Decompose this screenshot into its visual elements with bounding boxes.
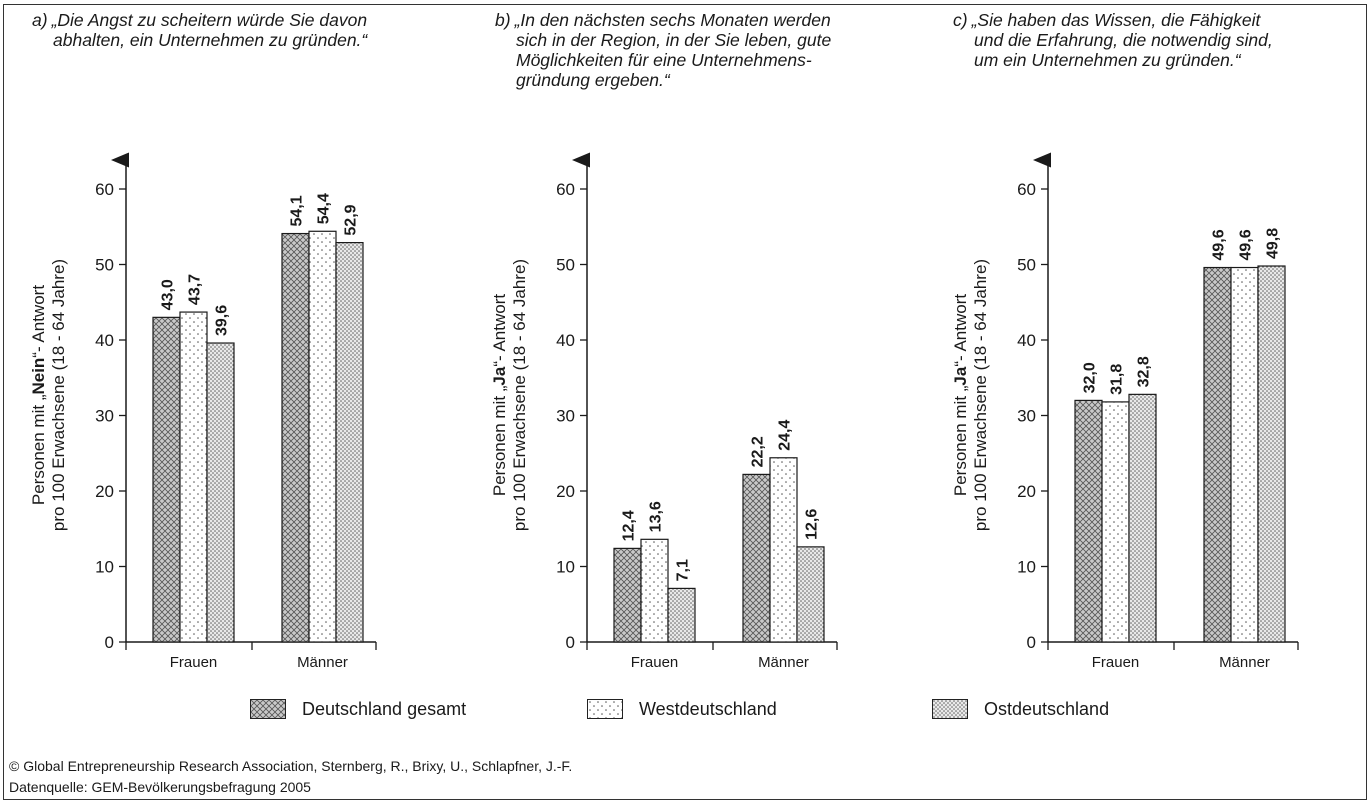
legend-swatch-crosshatch: [250, 699, 286, 719]
chart-2-y-tick-label: 0: [566, 633, 575, 652]
chart-3-value-label: 32,8: [1136, 356, 1153, 387]
chart-2-value-label: 7,1: [675, 559, 692, 581]
chart-1-y-tick-label: 60: [95, 180, 114, 199]
chart-1-bar: [179, 311, 208, 643]
chart-3-value-label: 49,8: [1265, 228, 1282, 259]
chart-2-value-label: 24,4: [777, 420, 794, 451]
legend-swatch-dense-dots: [932, 699, 968, 719]
chart-3-value-label: 49,6: [1238, 229, 1255, 260]
chart-3-y-axis-label-line-2: pro 100 Erwachsene (18 - 64 Jahre): [971, 259, 990, 531]
chart-1-y-tick-label: 40: [95, 331, 114, 350]
chart-2-bar: [769, 457, 798, 643]
chart-3-category-label: Männer: [1219, 654, 1270, 671]
chart-3-y-tick-label: 10: [1017, 558, 1036, 577]
chart-3-bar: [1257, 265, 1286, 643]
figure-frame: [3, 4, 1367, 800]
panel-a-label: a): [32, 10, 48, 30]
chart-2-y-axis-label-line-2: pro 100 Erwachsene (18 - 64 Jahre): [510, 259, 529, 531]
panel-b-title-line-1: „In den nächsten sechs Monaten werden: [514, 10, 831, 30]
chart-1-y-tick-label: 30: [95, 407, 114, 426]
panel-c-title: c) „Sie haben das Wissen, die Fähigkeit u…: [953, 10, 1273, 70]
panel-a-title-line-1: „Die Angst zu scheitern würde Sie davon: [51, 10, 368, 30]
chart-2-bar: [613, 547, 642, 643]
chart-1-value-label: 52,9: [343, 204, 360, 235]
chart-3-bar: [1203, 266, 1232, 643]
chart-1-value-label: 43,7: [187, 274, 204, 305]
chart-3-y-tick-label: 50: [1017, 256, 1036, 275]
panel-b-title-line-3: Möglichkeiten für eine Unternehmens-: [516, 50, 812, 70]
panel-c-title-line-2: und die Erfahrung, die notwendig sind,: [974, 30, 1273, 50]
legend-item-ostdeutschland: Ostdeutschland: [932, 697, 1109, 721]
chart-1-category-label: Frauen: [170, 654, 218, 671]
chart-1-value-label: 39,6: [214, 305, 231, 336]
chart-3-y-tick-label: 0: [1027, 633, 1036, 652]
chart-2-y-tick-label: 60: [556, 180, 575, 199]
chart-2-y-tick-label: 50: [556, 256, 575, 275]
chart-1-bar: [308, 230, 337, 643]
chart-2-bar: [796, 546, 825, 643]
chart-2-value-label: 12,4: [621, 510, 638, 541]
chart-1-value-label: 54,4: [316, 193, 333, 224]
chart-1-bar: [281, 232, 310, 643]
legend-label-westdeutschland: Westdeutschland: [639, 698, 777, 719]
chart-1-value-label: 43,0: [160, 279, 177, 310]
chart-2-bar: [667, 587, 696, 643]
legend-label-ostdeutschland: Ostdeutschland: [984, 698, 1110, 719]
panel-c-title-line-1: „Sie haben das Wissen, die Fähigkeit: [971, 10, 1261, 30]
panel-a-title-line-2: abhalten, ein Unternehmen zu gründen.“: [53, 30, 368, 50]
chart-3-bar: [1128, 393, 1157, 643]
legend-item-westdeutschland: Westdeutschland: [587, 697, 777, 721]
chart-1-bar: [152, 316, 181, 643]
chart-2-category-label: Frauen: [631, 654, 679, 671]
chart-1-y-axis-label-line-1: Personen mit „Nein“- Antwort: [29, 285, 48, 505]
chart-3-y-tick-label: 30: [1017, 407, 1036, 426]
chart-1-y-tick-label: 20: [95, 482, 114, 501]
chart-3-y-tick-label: 60: [1017, 180, 1036, 199]
chart-2-bar: [640, 538, 669, 643]
panel-c-title-line-3: um ein Unternehmen zu gründen.“: [974, 50, 1241, 70]
chart-2-y-tick-label: 40: [556, 331, 575, 350]
panel-b-title-line-4: gründung ergeben.“: [516, 70, 670, 90]
chart-2-y-tick-label: 20: [556, 482, 575, 501]
legend-swatch-sparse-dots: [587, 699, 623, 719]
chart-1-y-axis-label-line-2: pro 100 Erwachsene (18 - 64 Jahre): [49, 259, 68, 531]
chart-1-value-label: 54,1: [289, 195, 306, 226]
chart-3-value-label: 32,0: [1082, 362, 1099, 393]
chart-3-value-label: 49,6: [1211, 229, 1228, 260]
panel-b-title: b) „In den nächsten sechs Monaten werden …: [495, 10, 831, 90]
chart-2-y-tick-label: 30: [556, 407, 575, 426]
chart-3-y-tick-label: 40: [1017, 331, 1036, 350]
chart-1-y-tick-label: 10: [95, 558, 114, 577]
chart-3-category-label: Frauen: [1092, 654, 1140, 671]
chart-1-y-tick-label: 50: [95, 256, 114, 275]
legend-item-deutschland-gesamt: Deutschland gesamt: [250, 697, 466, 721]
legend-label-deutschland-gesamt: Deutschland gesamt: [302, 698, 467, 719]
chart-1-y-tick-label: 0: [105, 633, 114, 652]
chart-3-bar: [1074, 399, 1103, 643]
copyright-note: © Global Entrepreneurship Research Assoc…: [9, 758, 573, 774]
chart-3-bar: [1101, 401, 1130, 643]
panel-a-title: a) „Die Angst zu scheitern würde Sie davo…: [32, 10, 367, 50]
chart-1-category-label: Männer: [297, 654, 348, 671]
chart-3-y-tick-label: 20: [1017, 482, 1036, 501]
chart-3-bar: [1230, 266, 1259, 643]
panel-c-label: c): [953, 10, 968, 30]
chart-3-y-axis-label-line-1: Personen mit „Ja“- Antwort: [951, 294, 970, 496]
panel-b-title-line-2: sich in der Region, in der Sie leben, gu…: [516, 30, 832, 50]
chart-2-y-axis-label-line-1: Personen mit „Ja“- Antwort: [490, 294, 509, 496]
chart-2-value-label: 13,6: [648, 501, 665, 532]
chart-2-category-label: Männer: [758, 654, 809, 671]
chart-1-bar: [335, 242, 364, 643]
data-source-note: Datenquelle: GEM-Bevölkerungsbefragung 2…: [9, 779, 311, 795]
panel-b-label: b): [495, 10, 511, 30]
chart-2-bar: [742, 473, 771, 643]
chart-2-value-label: 12,6: [804, 509, 821, 540]
chart-2-y-tick-label: 10: [556, 558, 575, 577]
chart-3-value-label: 31,8: [1109, 364, 1126, 395]
chart-2-value-label: 22,2: [750, 436, 767, 467]
chart-1-bar: [206, 342, 235, 643]
